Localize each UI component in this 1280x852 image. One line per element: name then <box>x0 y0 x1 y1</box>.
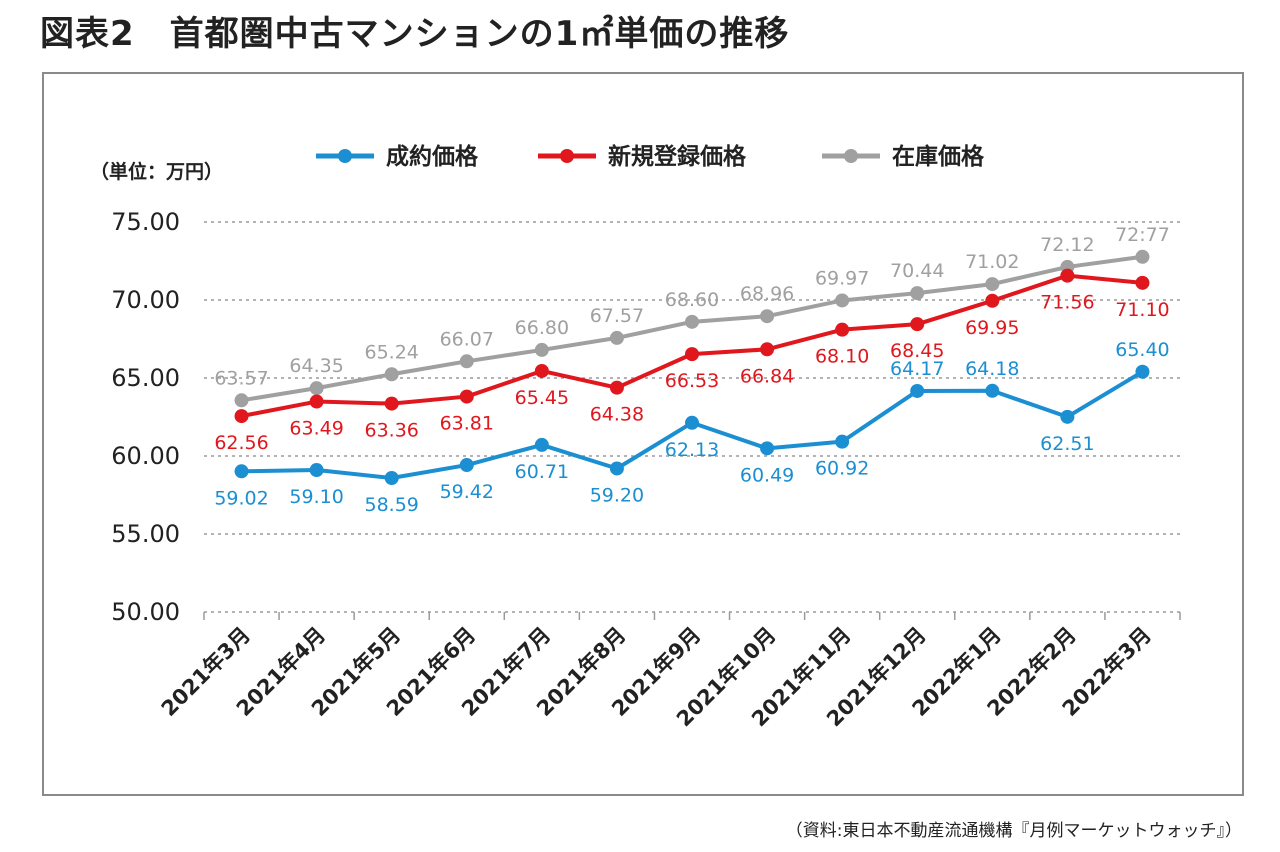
data-label: 66.80 <box>515 317 569 339</box>
data-label: 62.56 <box>214 432 268 454</box>
data-label: 65.45 <box>515 387 569 409</box>
y-tick-label: 70.00 <box>111 286 180 314</box>
data-point <box>384 396 399 411</box>
y-tick-label: 60.00 <box>111 442 180 470</box>
data-point <box>609 461 624 476</box>
data-label: 65.40 <box>1115 339 1169 361</box>
data-point <box>534 363 549 378</box>
data-point <box>234 393 249 408</box>
data-point <box>384 367 399 382</box>
data-label: 58.59 <box>364 494 418 516</box>
data-point <box>910 286 925 301</box>
data-point <box>1060 409 1075 424</box>
data-point <box>1135 249 1150 264</box>
data-point <box>309 463 324 478</box>
data-point <box>309 394 324 409</box>
data-label: 66.84 <box>740 365 794 387</box>
data-label: 60.49 <box>740 464 794 486</box>
data-label: 62.51 <box>1040 433 1094 455</box>
data-label: 66.07 <box>440 328 494 350</box>
data-point <box>534 342 549 357</box>
data-point <box>685 347 699 362</box>
data-label: 71.56 <box>1040 292 1094 314</box>
legend-marker <box>338 149 352 163</box>
grid-layer <box>204 221 1180 613</box>
unit-label: （単位：万円） <box>90 160 223 183</box>
chart-title: 図表2 首都圏中古マンションの1㎡単価の推移 <box>40 14 790 54</box>
data-label: 68.60 <box>665 289 719 311</box>
data-label: 59.20 <box>590 484 644 506</box>
data-point <box>835 293 850 308</box>
data-label: 64.18 <box>965 358 1019 380</box>
data-label: 63.36 <box>364 420 418 442</box>
legend: 成約価格 新規登録価格 在庫価格 <box>316 143 985 170</box>
data-label: 63.81 <box>440 413 494 435</box>
chart-frame: （単位：万円） 75.00 70.00 65.00 60.00 55.00 50.00 20… <box>42 72 1244 796</box>
data-point <box>985 277 1000 292</box>
data-point <box>835 434 850 449</box>
data-label: 69.95 <box>965 317 1019 339</box>
legend-marker <box>560 149 574 163</box>
data-point <box>459 458 474 473</box>
data-label: 64.17 <box>890 358 944 380</box>
data-label: 60.92 <box>815 458 869 480</box>
source-note: （資料:東日本不動産流通機構『月例マーケットウォッチ』） <box>785 821 1242 841</box>
data-label: 63.49 <box>289 418 343 440</box>
data-point <box>609 330 624 345</box>
data-label: 68.45 <box>890 340 944 362</box>
data-point <box>685 415 699 430</box>
data-label: 71.10 <box>1115 299 1169 321</box>
data-label: 69.97 <box>815 267 869 289</box>
legend-label: 新規登録価格 <box>608 143 747 170</box>
data-point <box>760 342 775 357</box>
data-point <box>309 381 324 396</box>
legend-label: 在庫価格 <box>892 143 985 170</box>
legend-marker <box>844 149 858 163</box>
data-point <box>910 317 925 332</box>
data-point <box>685 314 699 329</box>
data-point <box>1135 364 1150 379</box>
data-point <box>985 383 1000 398</box>
data-point <box>985 293 1000 308</box>
data-label: 72.12 <box>1040 234 1094 256</box>
data-point <box>234 409 249 424</box>
y-tick-label: 65.00 <box>111 364 180 392</box>
data-label: 63.57 <box>214 367 268 389</box>
y-tick-label: 55.00 <box>111 520 180 548</box>
legend-label: 成約価格 <box>386 143 479 170</box>
data-point <box>234 464 249 479</box>
data-label: 64.38 <box>590 404 644 426</box>
data-label: 71.02 <box>965 251 1019 273</box>
data-point <box>835 322 850 337</box>
y-tick-label: 50.00 <box>111 598 180 626</box>
data-label: 60.71 <box>515 461 569 483</box>
data-point <box>1060 268 1075 283</box>
data-point <box>459 354 474 369</box>
data-label: 66.53 <box>665 370 719 392</box>
data-label: 72:77 <box>1115 224 1170 246</box>
series-layer: 63.57 64.35 65.24 66.07 66.80 67.57 68.60 68.96… <box>214 224 1170 516</box>
data-point <box>1135 275 1150 290</box>
data-point <box>609 380 624 395</box>
data-point <box>760 309 775 324</box>
data-label: 70.44 <box>890 260 944 282</box>
data-point <box>384 470 399 485</box>
data-label: 62.13 <box>665 439 719 461</box>
data-label: 67.57 <box>590 305 644 327</box>
data-label: 68.10 <box>815 346 869 368</box>
data-label: 64.35 <box>289 355 343 377</box>
line-chart: （単位：万円） 75.0070.0065.0060.0055.0050.0020… <box>90 143 1181 731</box>
y-tick-label: 75.00 <box>111 208 180 236</box>
data-label: 65.24 <box>364 341 418 363</box>
data-label: 59.42 <box>440 481 494 503</box>
data-label: 59.02 <box>214 487 268 509</box>
data-point <box>910 383 925 398</box>
data-point <box>459 389 474 404</box>
data-label: 68.96 <box>740 283 794 305</box>
data-point <box>534 437 549 452</box>
data-label: 59.10 <box>289 486 343 508</box>
data-point <box>760 441 775 456</box>
